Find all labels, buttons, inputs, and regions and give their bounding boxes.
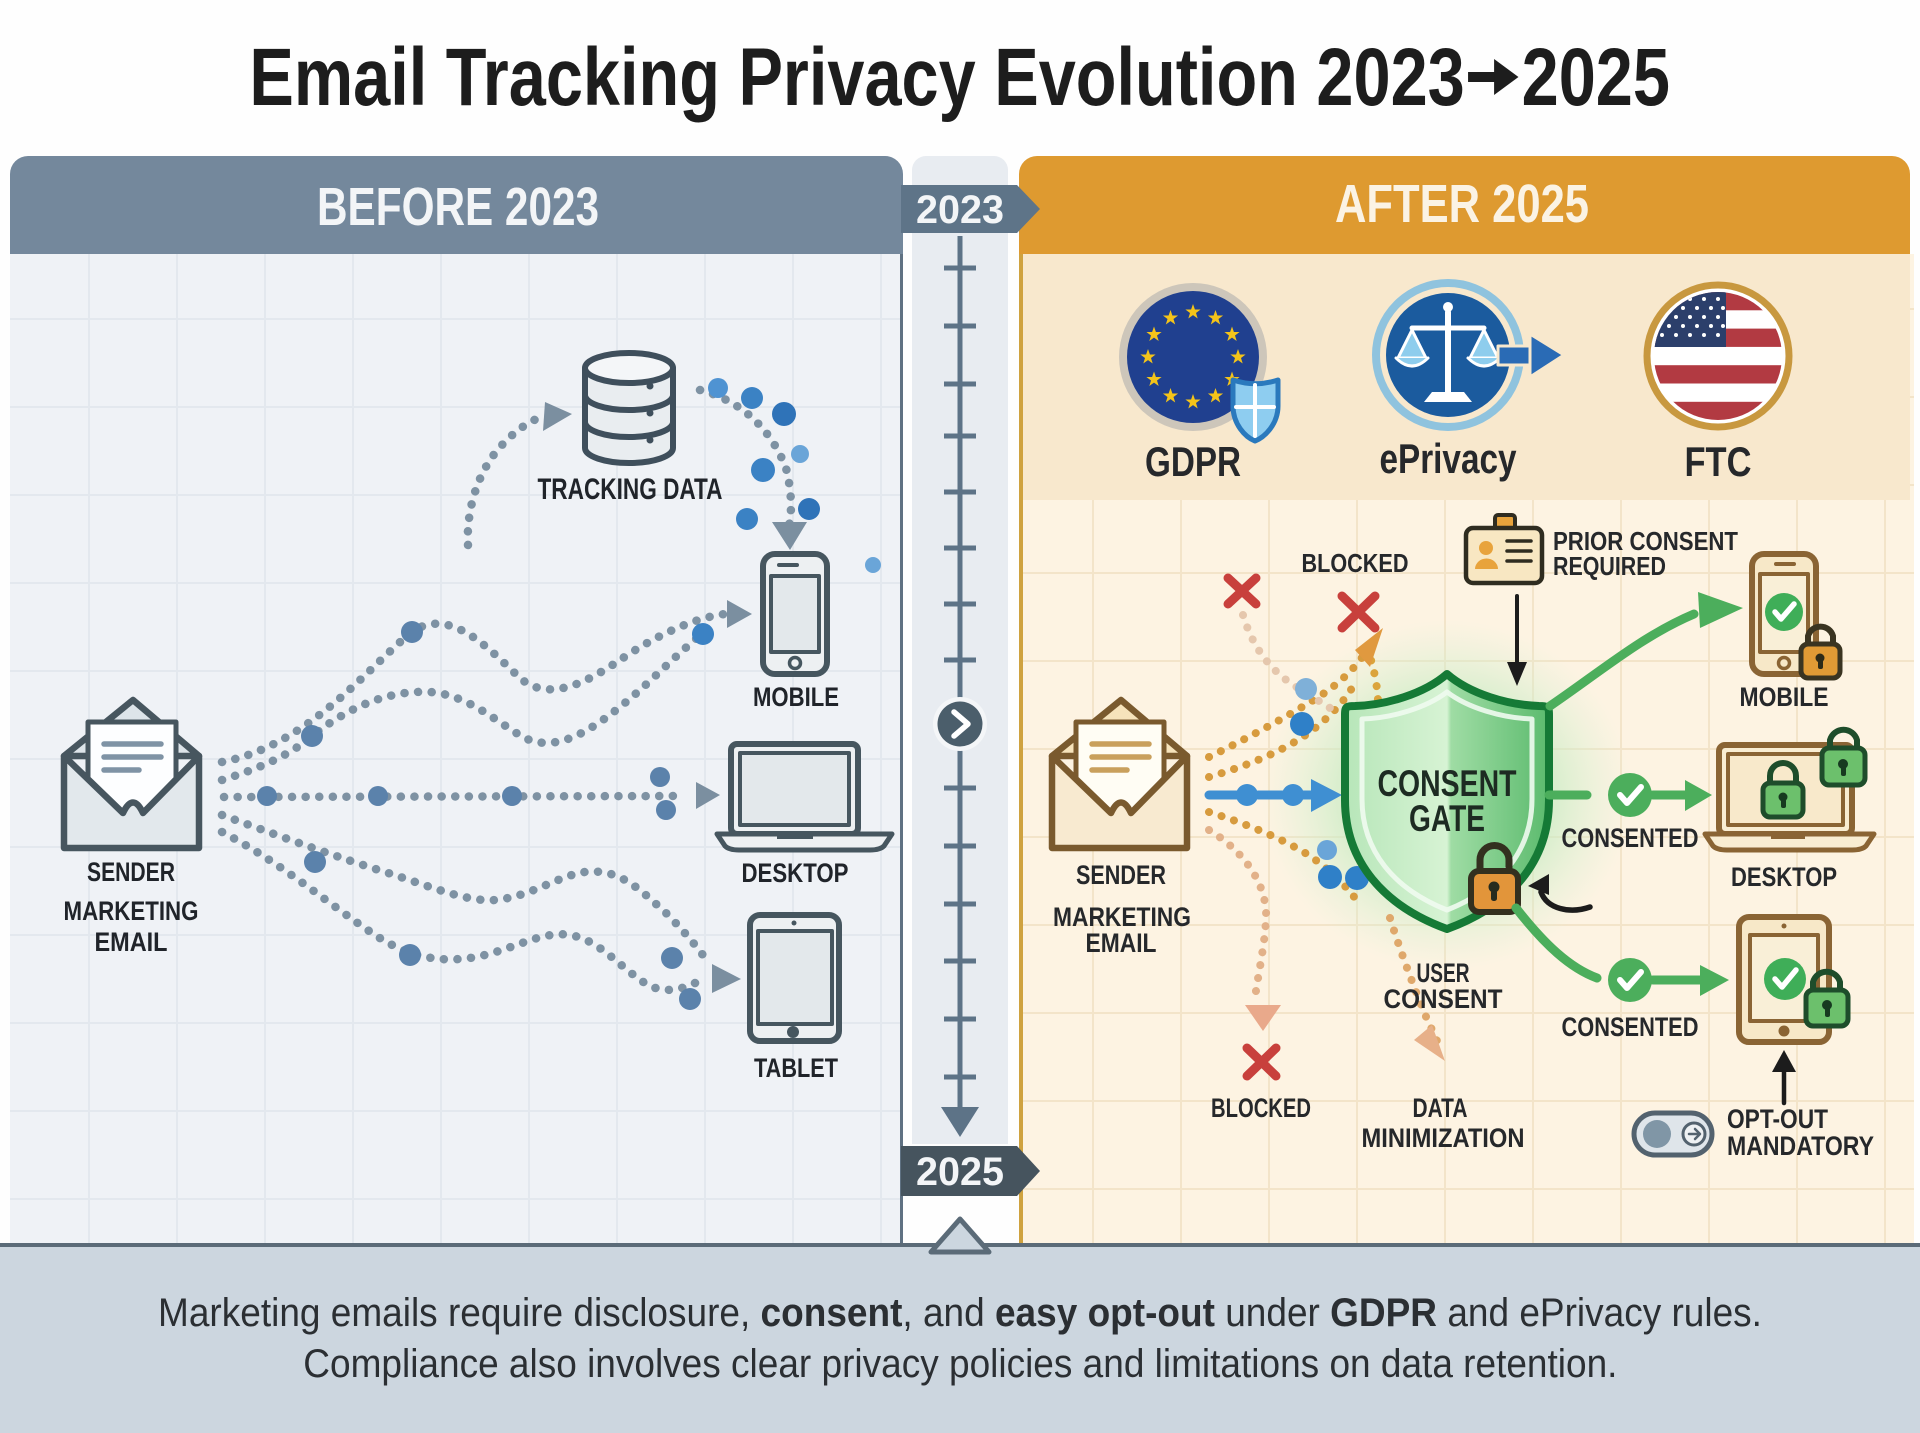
- svg-text:2023: 2023: [916, 188, 1004, 232]
- svg-text:CONSENT: CONSENT: [1384, 984, 1503, 1014]
- svg-text:MOBILE: MOBILE: [1740, 682, 1829, 712]
- svg-text:TRACKING DATA: TRACKING DATA: [538, 473, 723, 506]
- svg-text:SENDER: SENDER: [1076, 860, 1166, 890]
- svg-text:ePrivacy: ePrivacy: [1380, 435, 1518, 482]
- svg-text:GATE: GATE: [1409, 798, 1485, 839]
- svg-text:REQUIRED: REQUIRED: [1553, 551, 1666, 581]
- svg-text:DATA: DATA: [1413, 1093, 1468, 1123]
- svg-text:DESKTOP: DESKTOP: [1731, 862, 1837, 892]
- svg-text:OPT-OUT: OPT-OUT: [1727, 1104, 1828, 1134]
- svg-text:CONSENT: CONSENT: [1378, 763, 1517, 804]
- svg-text:FTC: FTC: [1685, 438, 1752, 485]
- svg-text:BLOCKED: BLOCKED: [1211, 1093, 1311, 1123]
- svg-text:TABLET: TABLET: [754, 1053, 838, 1083]
- svg-text:BEFORE 2023: BEFORE 2023: [317, 177, 599, 237]
- svg-text:MANDATORY: MANDATORY: [1727, 1131, 1874, 1161]
- svg-text:EMAIL: EMAIL: [1086, 928, 1157, 958]
- svg-text:CONSENTED: CONSENTED: [1562, 823, 1699, 853]
- svg-text:SENDER: SENDER: [87, 857, 175, 887]
- svg-text:AFTER 2025: AFTER 2025: [1335, 174, 1589, 234]
- svg-text:BLOCKED: BLOCKED: [1302, 548, 1409, 578]
- svg-text:EMAIL: EMAIL: [95, 927, 168, 957]
- svg-text:MARKETING: MARKETING: [1053, 902, 1191, 932]
- svg-text:MINIMIZATION: MINIMIZATION: [1362, 1123, 1525, 1153]
- svg-text:DESKTOP: DESKTOP: [742, 858, 849, 888]
- svg-text:2025: 2025: [916, 1150, 1004, 1194]
- svg-text:MARKETING: MARKETING: [64, 896, 199, 926]
- svg-text:CONSENTED: CONSENTED: [1562, 1012, 1699, 1042]
- svg-text:GDPR: GDPR: [1145, 438, 1241, 485]
- svg-text:USER: USER: [1417, 958, 1470, 988]
- svg-text:MOBILE: MOBILE: [753, 682, 839, 712]
- svg-text:PRIOR CONSENT: PRIOR CONSENT: [1553, 526, 1738, 556]
